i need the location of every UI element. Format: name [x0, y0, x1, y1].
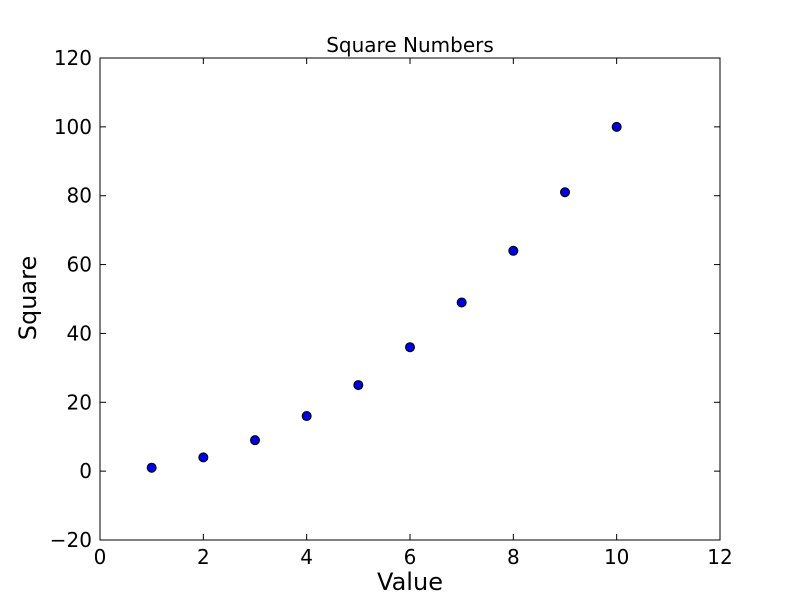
- y-tick-label: 20: [67, 390, 92, 414]
- plot-frame: [99, 57, 721, 541]
- x-tick-label: 4: [300, 545, 313, 569]
- data-point: [353, 380, 364, 391]
- data-point: [611, 121, 622, 132]
- x-tick-label: 10: [604, 545, 629, 569]
- chart-title: Square Numbers: [326, 33, 494, 57]
- y-tick-label: 100: [54, 115, 92, 139]
- data-point: [560, 187, 570, 198]
- data-point: [146, 462, 157, 473]
- data-point: [456, 297, 467, 308]
- x-tick-label: 8: [507, 545, 520, 569]
- x-tick-label: 2: [197, 545, 210, 569]
- y-tick-label: 0: [79, 459, 92, 483]
- y-tick-label: 60: [67, 253, 92, 277]
- data-point: [508, 245, 519, 256]
- y-tick-label: 120: [54, 46, 92, 70]
- data-point: [405, 342, 415, 353]
- y-tick-label: −20: [50, 528, 92, 552]
- data-point: [301, 411, 312, 422]
- x-tick-label: 0: [94, 545, 107, 569]
- y-axis-label: Square: [14, 256, 42, 341]
- data-point: [250, 435, 260, 446]
- data-points-layer: [146, 121, 622, 473]
- x-tick-label: 6: [404, 545, 417, 569]
- data-point: [198, 452, 209, 463]
- y-tick-label: 40: [67, 321, 92, 345]
- x-axis-label: Value: [377, 568, 443, 596]
- y-tick-label: 80: [67, 184, 92, 208]
- x-tick-label: 12: [707, 545, 732, 569]
